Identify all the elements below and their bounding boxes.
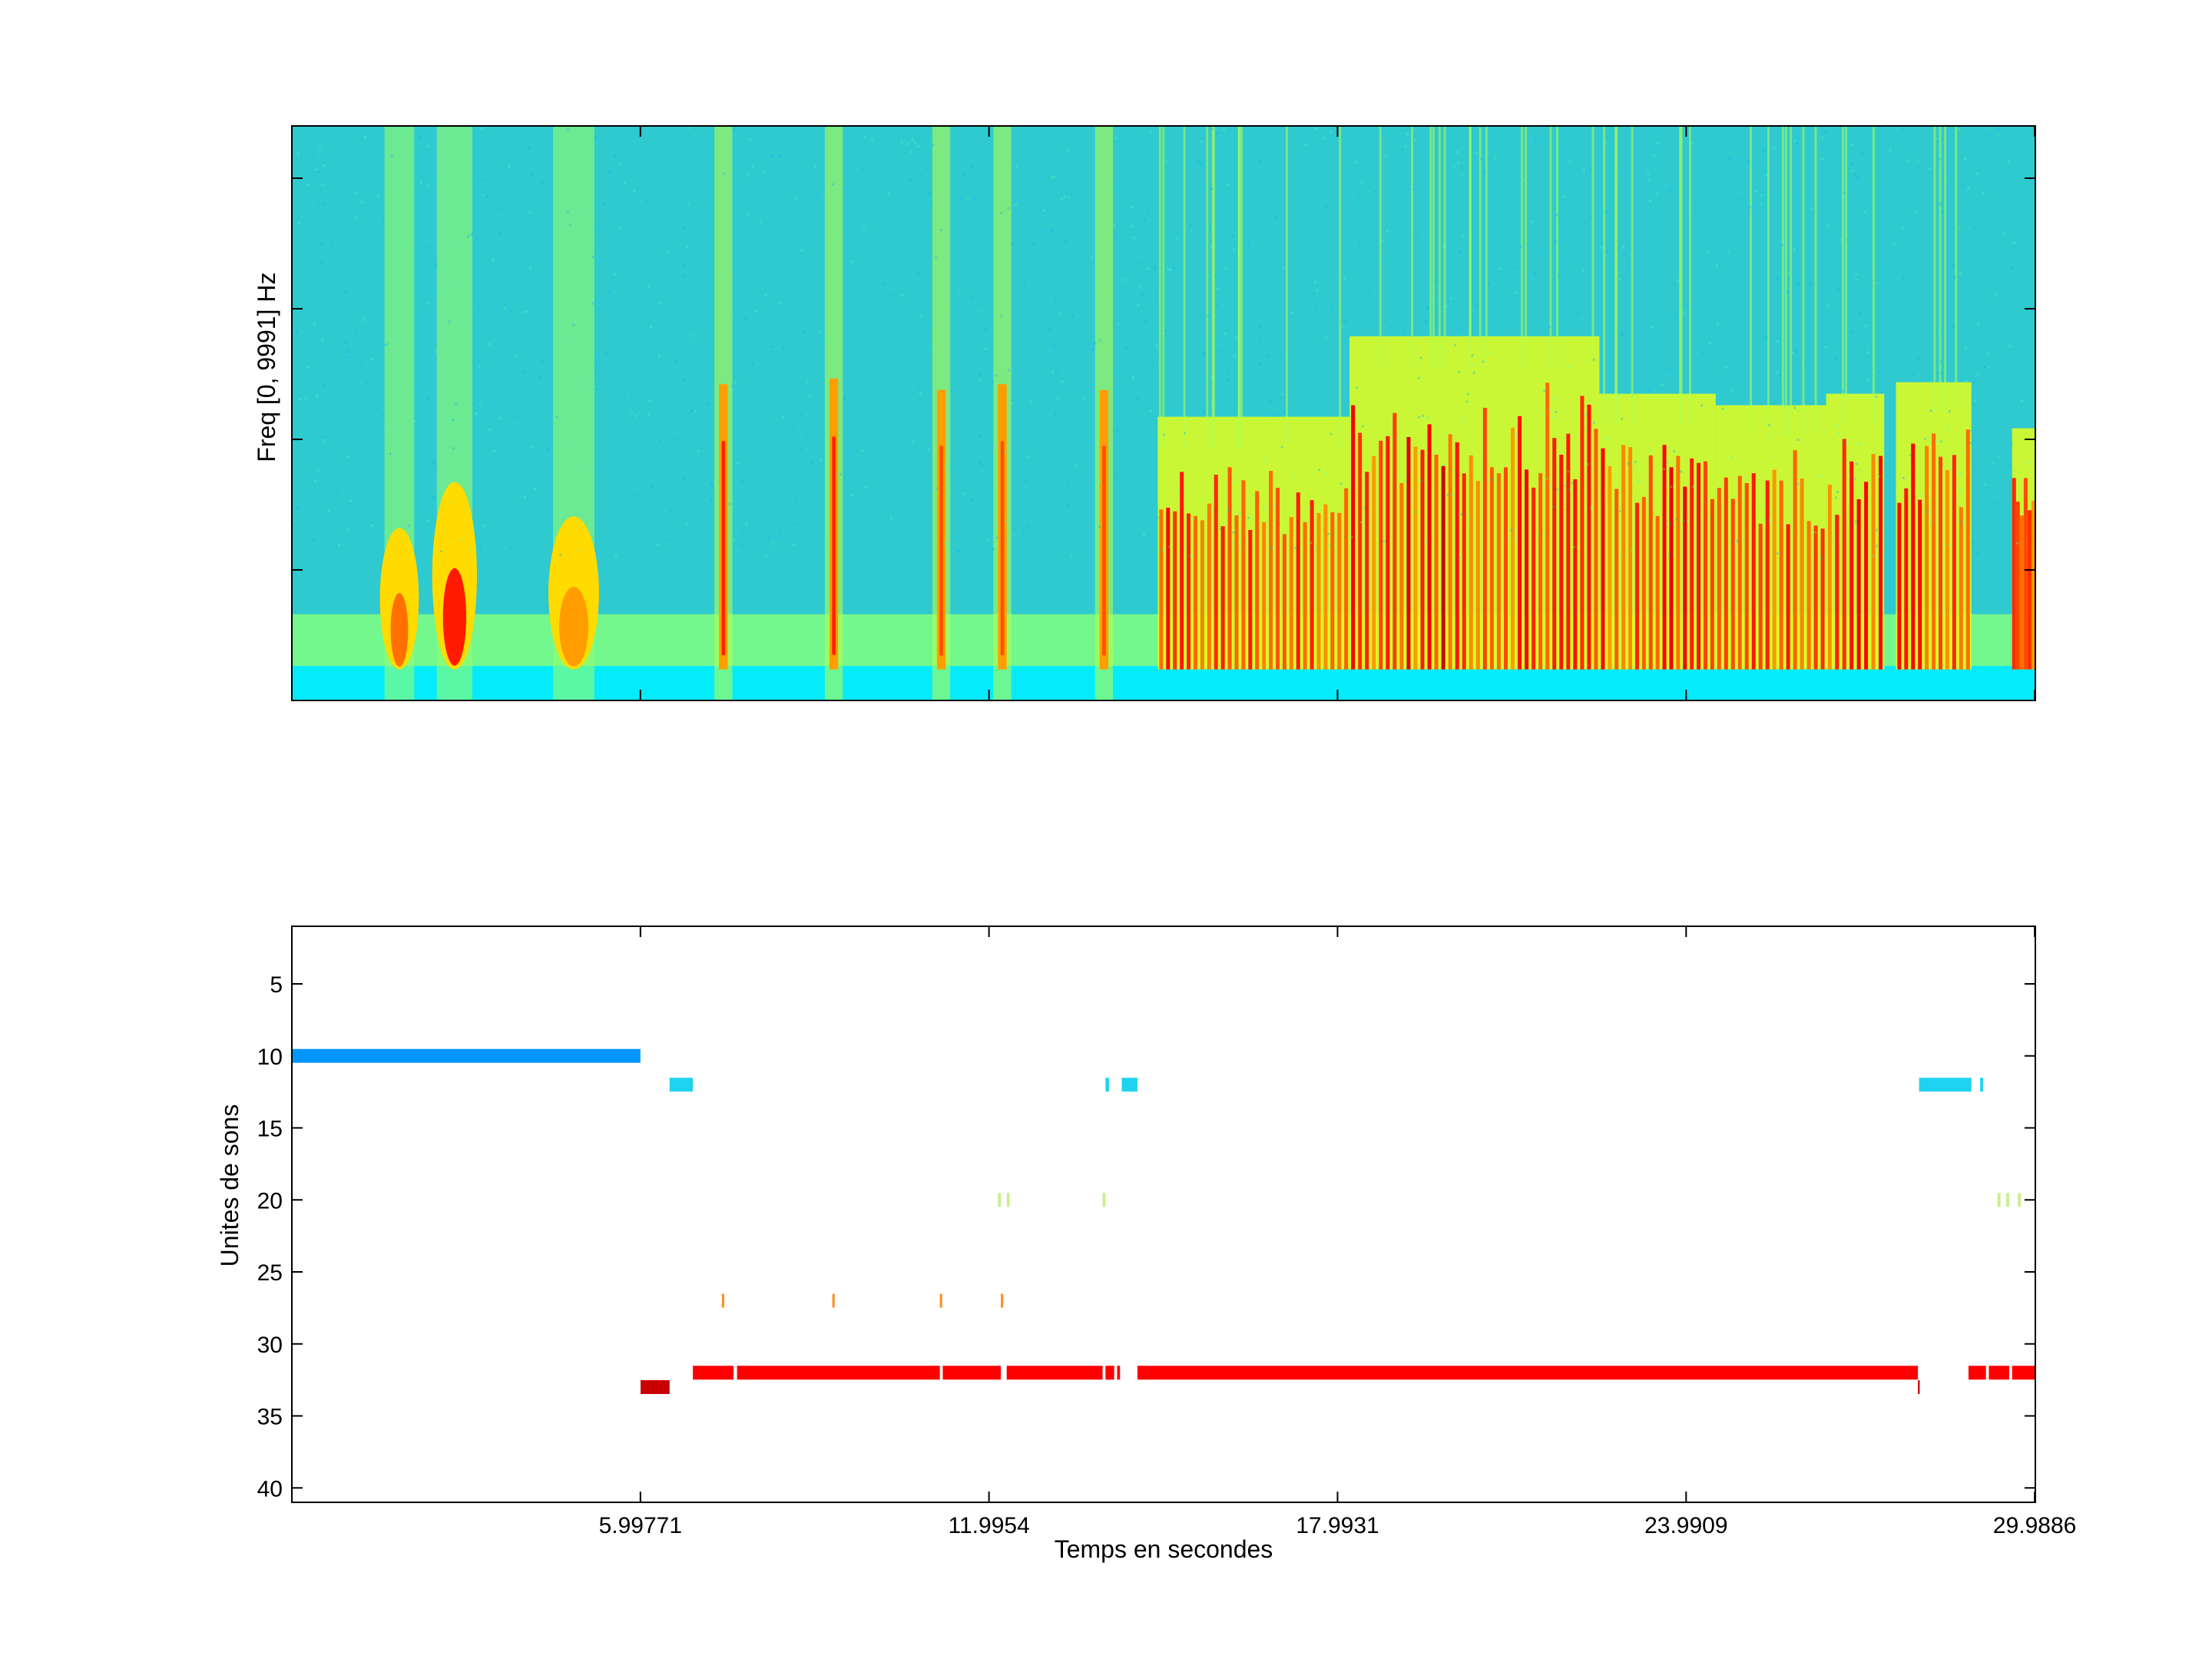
sound-units-x-tick-label: 11.9954 bbox=[949, 1513, 1030, 1538]
sound-unit-12-segment bbox=[1919, 1078, 1972, 1092]
sound-unit-20-segment bbox=[2018, 1193, 2022, 1207]
sound-unit-32-segment bbox=[1105, 1366, 1114, 1380]
sound-unit-20-segment bbox=[1102, 1193, 1106, 1207]
sound-units-x-tick-label: 17.9931 bbox=[1296, 1513, 1379, 1538]
sound-unit-20-segment bbox=[1006, 1193, 1010, 1207]
sound-unit-12-segment bbox=[1980, 1078, 1983, 1092]
spectrogram-event bbox=[1094, 126, 1114, 700]
sound-units-x-tick-label: 29.9886 bbox=[1993, 1513, 2076, 1538]
sound-units-y-tick-label: 20 bbox=[257, 1188, 283, 1214]
sound-unit-32-segment bbox=[1006, 1366, 1103, 1380]
sound-unit-27-segment bbox=[1001, 1293, 1004, 1308]
sound-unit-20-segment bbox=[1997, 1193, 2001, 1207]
spectrogram-image bbox=[292, 126, 2035, 700]
sound-units-y-tick-label: 5 bbox=[270, 972, 283, 998]
spectrogram-y-axis-label: Freq [0, 9991] Hz bbox=[253, 273, 280, 462]
sound-units-y-tick-label: 15 bbox=[257, 1117, 283, 1142]
spectrogram-event bbox=[993, 126, 1012, 700]
sound-unit-32-segment bbox=[1988, 1366, 2009, 1380]
spectrogram-event bbox=[2012, 126, 2035, 670]
sound-unit-32-segment bbox=[942, 1366, 1002, 1380]
spectrogram-frame bbox=[291, 125, 2036, 701]
sound-unit-20-segment bbox=[2006, 1193, 2009, 1207]
sound-units-ticks: 5.99771 11.9954 17.9931 23.9909 29.9886 5 10 15… bbox=[257, 926, 2076, 1538]
sound-units-x-axis-label: Temps en secondes bbox=[1055, 1535, 1273, 1563]
sound-units-y-tick-label: 10 bbox=[257, 1045, 283, 1070]
sound-units-y-tick-label: 30 bbox=[257, 1333, 283, 1358]
sound-units-x-tick-label: 23.9909 bbox=[1644, 1513, 1727, 1538]
sound-unit-32-segment bbox=[737, 1366, 940, 1380]
sound-unit-10-segment bbox=[292, 1048, 641, 1063]
spectrogram-event bbox=[1896, 126, 1972, 670]
sound-units-axes: 5.99771 11.9954 17.9931 23.9909 29.9886 5 10 15… bbox=[216, 926, 2076, 1563]
spectrogram-noise bbox=[294, 126, 2031, 559]
sound-units-marks bbox=[292, 1048, 2035, 1394]
sound-unit-32-segment bbox=[693, 1366, 734, 1380]
sound-unit-27-segment bbox=[939, 1293, 942, 1308]
sound-unit-32-segment bbox=[2012, 1366, 2035, 1380]
spectrogram-event bbox=[714, 126, 733, 700]
sound-units-frame bbox=[291, 926, 2036, 1503]
spectrogram-event bbox=[432, 126, 477, 700]
sound-units-y-axis-label: Unites de sons bbox=[216, 1104, 243, 1267]
sound-unit-33-segment bbox=[1918, 1380, 1920, 1394]
sound-unit-32-segment bbox=[1117, 1366, 1121, 1380]
sound-unit-20-segment bbox=[998, 1193, 1002, 1207]
sound-unit-20-series bbox=[998, 1193, 2022, 1207]
spectrogram-event bbox=[548, 126, 599, 700]
sound-unit-12-segment bbox=[669, 1078, 694, 1092]
spectrogram-event bbox=[1157, 126, 1350, 670]
spectrogram-event bbox=[932, 126, 951, 700]
spectrogram-axes: Freq [0, 9991] Hz bbox=[253, 125, 2036, 701]
sound-unit-12-series bbox=[669, 1078, 1983, 1092]
sound-units-y-tick-label: 25 bbox=[257, 1260, 283, 1286]
spectrogram-event bbox=[379, 126, 419, 700]
spectrogram-event bbox=[1715, 126, 1826, 670]
sound-unit-10-series bbox=[292, 1048, 641, 1063]
sound-unit-12-segment bbox=[1121, 1078, 1137, 1092]
sound-units-plot-area bbox=[292, 926, 2035, 1502]
sound-unit-27-segment bbox=[721, 1293, 724, 1308]
spectrogram-event bbox=[824, 126, 843, 700]
spectrogram-event bbox=[1349, 126, 1600, 670]
sound-unit-33-series bbox=[641, 1380, 1920, 1394]
spectrogram-event bbox=[1599, 126, 1716, 670]
sound-unit-27-segment bbox=[832, 1293, 835, 1308]
sound-unit-33-segment bbox=[641, 1380, 670, 1394]
sound-unit-32-segment bbox=[1137, 1366, 1919, 1380]
sound-unit-27-series bbox=[721, 1293, 1004, 1308]
sound-unit-32-segment bbox=[1968, 1366, 1986, 1380]
sound-unit-12-segment bbox=[1105, 1078, 1109, 1092]
spectrogram-event bbox=[1826, 126, 1885, 670]
sound-units-y-tick-label: 35 bbox=[257, 1405, 283, 1430]
sound-units-y-tick-label: 40 bbox=[257, 1476, 283, 1502]
sound-unit-32-series bbox=[693, 1366, 2035, 1380]
sound-units-x-tick-label: 5.99771 bbox=[599, 1513, 682, 1538]
